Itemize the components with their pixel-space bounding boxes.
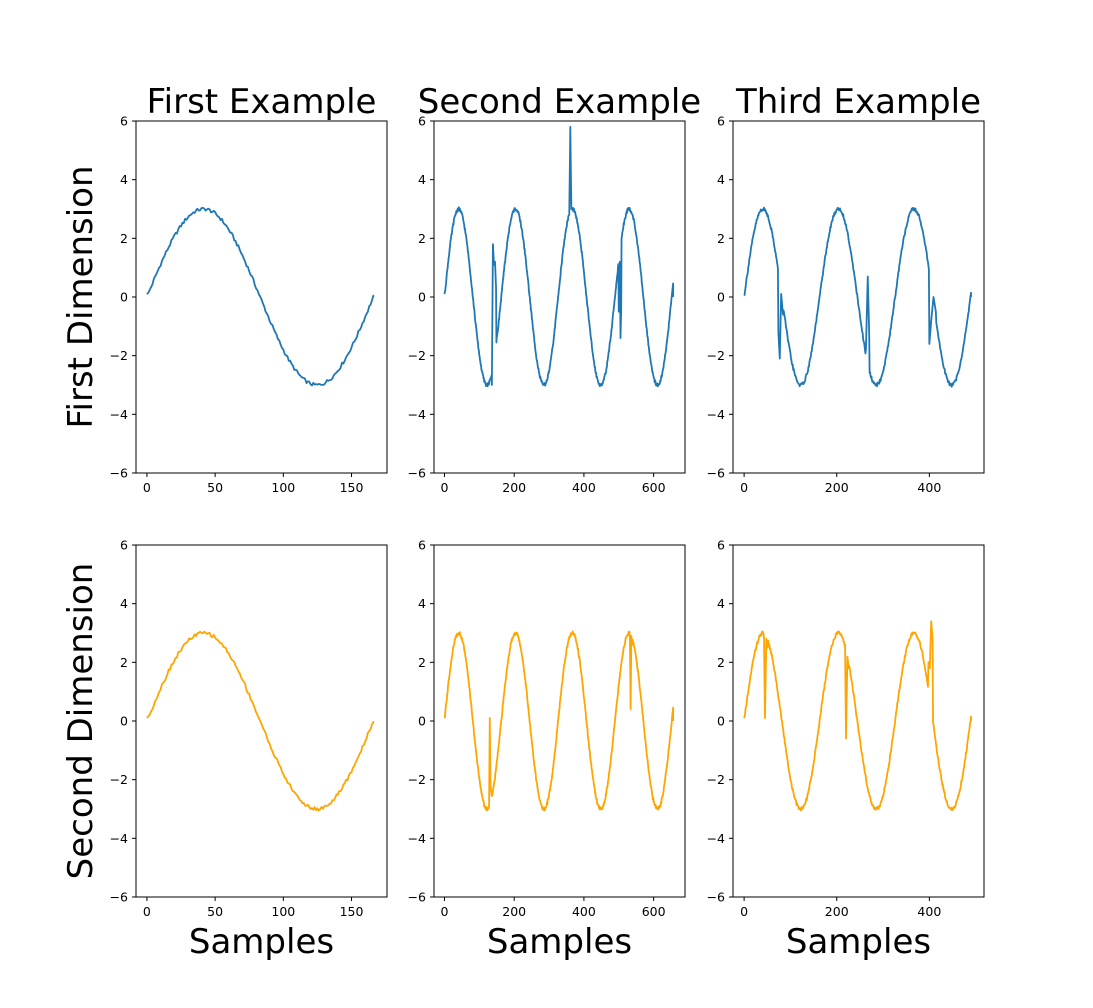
y-tick-label: −4 [110,831,128,846]
y-tick-label: 4 [418,596,426,611]
y-tick-label: −2 [707,772,725,787]
y-tick-label: 6 [120,538,128,553]
y-tick-label: 2 [120,655,128,670]
subplot-title: First Example [147,82,377,122]
y-tick-label: −2 [707,348,725,363]
x-tick-label: 50 [207,480,223,495]
y-tick-label: −6 [408,466,426,481]
subplot-r1-c1: −6 −4 −2 0 2 4 6 0 200 400 600 Samples [408,538,686,962]
y-tick-label: −6 [707,466,725,481]
x-tick-label: 600 [642,480,666,495]
y-tick-label: 4 [120,172,128,187]
x-tick-label: 200 [502,904,526,919]
y-tick-label: 2 [120,231,128,246]
y-tick-label: −6 [707,890,725,905]
y-tick-label: 0 [120,714,128,729]
series-line [146,630,375,812]
row-label: First Dimension [61,165,101,428]
x-tick-label: 400 [572,904,596,919]
axes-frame [433,120,686,474]
y-tick-label: 0 [717,290,725,305]
x-tick-label: 0 [740,480,748,495]
y-tick-label: −4 [408,831,426,846]
subplot-r1-c0: −6 −4 −2 0 2 4 6 0 50 100 150 Second Dimension Sampl… [61,538,388,962]
y-tick-label: −4 [707,407,725,422]
x-tick-label: 400 [572,480,596,495]
y-tick-label: 2 [717,655,725,670]
x-tick-label: 150 [340,480,364,495]
x-tick-label: 200 [825,904,849,919]
series-line [146,206,375,387]
x-tick-label: 0 [740,904,748,919]
x-tick-label: 150 [340,904,364,919]
x-tick-label: 100 [271,480,295,495]
y-tick-label: 6 [717,538,725,553]
y-tick-label: −4 [110,407,128,422]
y-tick-label: 0 [418,290,426,305]
subplot-title: Third Example [735,82,981,122]
x-tick-label: 0 [440,480,448,495]
x-tick-label: 200 [502,480,526,495]
axes-frame [135,120,388,474]
axes-frame [732,120,985,474]
axes-frame [433,544,686,898]
y-tick-label: −4 [408,407,426,422]
row-label: Second Dimension [61,563,101,880]
y-tick-label: 0 [418,714,426,729]
y-tick-label: 0 [717,714,725,729]
x-tick-label: 400 [917,904,941,919]
y-tick-label: 4 [717,596,725,611]
y-tick-label: −6 [110,890,128,905]
x-tick-label: 100 [271,904,295,919]
y-tick-label: 6 [717,114,725,129]
y-tick-label: 6 [418,538,426,553]
y-tick-label: −2 [408,772,426,787]
axes-frame [135,544,388,898]
series-line [743,620,972,812]
subplot-r0-c0: −6 −4 −2 0 2 4 6 0 50 100 150 First Example First Di… [61,82,388,495]
x-tick-label: 0 [440,904,448,919]
y-tick-label: −4 [707,831,725,846]
x-axis-label: Samples [487,922,632,962]
series-line [743,206,972,388]
axes-frame [732,544,985,898]
y-tick-label: 2 [418,655,426,670]
subplot-r0-c1: −6 −4 −2 0 2 4 6 0 200 400 600 Second Example [408,82,702,495]
x-tick-label: 600 [642,904,666,919]
series-line [443,125,675,388]
y-tick-label: 2 [418,231,426,246]
y-tick-label: 4 [717,172,725,187]
x-tick-label: 50 [207,904,223,919]
x-tick-label: 0 [143,904,151,919]
subplot-r0-c2: −6 −4 −2 0 2 4 6 0 200 400 Third Example [707,82,985,495]
x-tick-label: 0 [143,480,151,495]
series-line [443,630,675,812]
y-tick-label: −2 [408,348,426,363]
y-tick-label: −2 [110,772,128,787]
x-axis-label: Samples [189,922,334,962]
y-tick-label: 4 [120,596,128,611]
y-tick-label: 2 [717,231,725,246]
y-tick-label: 6 [418,114,426,129]
y-tick-label: −6 [110,466,128,481]
y-tick-label: 6 [120,114,128,129]
x-tick-label: 400 [917,480,941,495]
y-tick-label: 0 [120,290,128,305]
y-tick-label: 4 [418,172,426,187]
subplot-r1-c2: −6 −4 −2 0 2 4 6 0 200 400 Samples [707,538,985,962]
subplot-title: Second Example [418,82,701,122]
y-tick-label: −6 [408,890,426,905]
y-tick-label: −2 [110,348,128,363]
x-tick-label: 200 [825,480,849,495]
x-axis-label: Samples [786,922,931,962]
